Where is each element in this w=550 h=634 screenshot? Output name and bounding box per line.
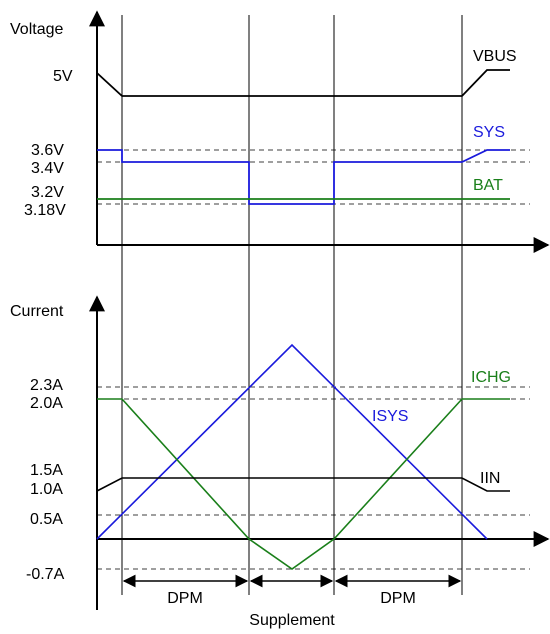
phase-annotations: DPM DPM Supplement [122, 574, 462, 629]
bat-label: BAT [473, 177, 503, 194]
tick-0.5a: 0.5A [30, 511, 63, 528]
vbus-waveform [96, 69, 510, 97]
vbus-label: VBUS [473, 48, 517, 65]
ichg-label: ICHG [471, 369, 511, 386]
iin-label: IIN [480, 470, 500, 487]
tick-3.18v: 3.18V [24, 202, 66, 219]
dpm-right-label: DPM [380, 590, 416, 607]
ichg-waveform [97, 398, 510, 570]
voltage-panel: Voltage 5V 3.6V 3.4V 3.2V 3.18V VBUS SYS… [10, 10, 550, 253]
tick-3.2v: 3.2V [31, 184, 64, 201]
tick-3.6v: 3.6V [31, 142, 64, 159]
current-axis-title: Current [10, 303, 64, 320]
iin-waveform [96, 477, 510, 492]
isys-label: ISYS [372, 408, 408, 425]
sys-waveform [97, 149, 510, 205]
isys-waveform [96, 343, 488, 540]
current-panel: Current 2.3A 2.0A 1.5A 1.0A 0.5A -0.7A I… [10, 295, 550, 610]
tick-5v: 5V [53, 68, 73, 85]
tick-3.4v: 3.4V [31, 160, 64, 177]
tick-2.0a: 2.0A [30, 395, 63, 412]
supplement-label: Supplement [249, 612, 335, 629]
voltage-axis-title: Voltage [10, 21, 63, 38]
tick-minus-0.7a: -0.7A [26, 566, 65, 583]
sys-label: SYS [473, 124, 505, 141]
tick-2.3a: 2.3A [30, 377, 63, 394]
dpm-left-label: DPM [167, 590, 203, 607]
tick-1.0a: 1.0A [30, 481, 63, 498]
tick-1.5a: 1.5A [30, 462, 63, 479]
phase-dividers [121, 15, 463, 595]
